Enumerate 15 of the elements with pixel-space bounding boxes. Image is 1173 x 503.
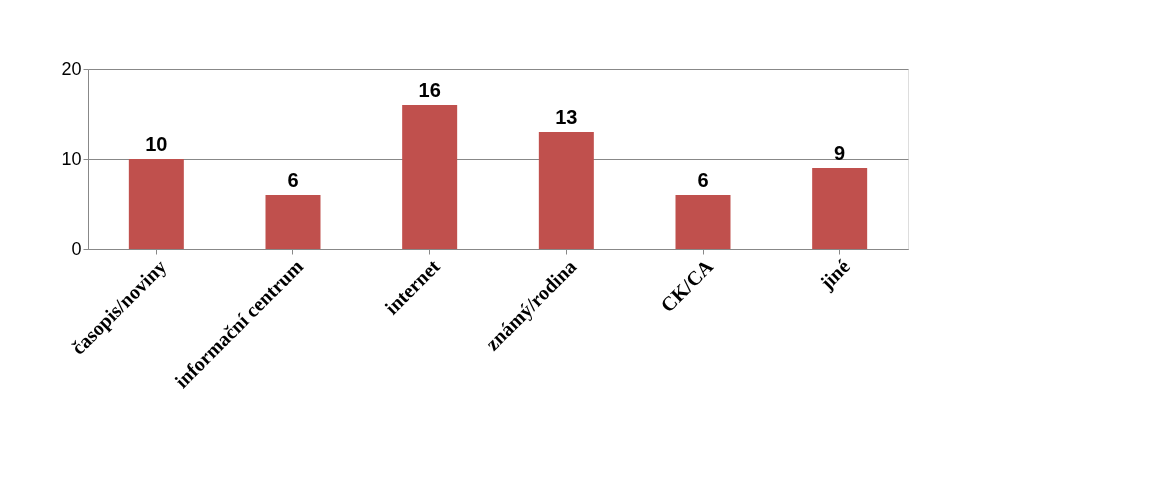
bar: [128, 159, 184, 249]
y-tick-label: 20: [61, 58, 82, 79]
bar: [538, 132, 594, 249]
bar: [675, 195, 731, 249]
bar: [265, 195, 321, 249]
bar: [402, 105, 458, 249]
bar: [812, 168, 868, 249]
data-label: 6: [287, 169, 299, 191]
data-label: 10: [145, 133, 168, 155]
data-label: 6: [697, 169, 709, 191]
data-label: 16: [418, 79, 441, 101]
y-tick-label: 0: [71, 238, 82, 259]
data-label: 9: [834, 142, 846, 164]
data-label: 13: [555, 106, 578, 128]
y-tick-label: 10: [61, 148, 82, 169]
